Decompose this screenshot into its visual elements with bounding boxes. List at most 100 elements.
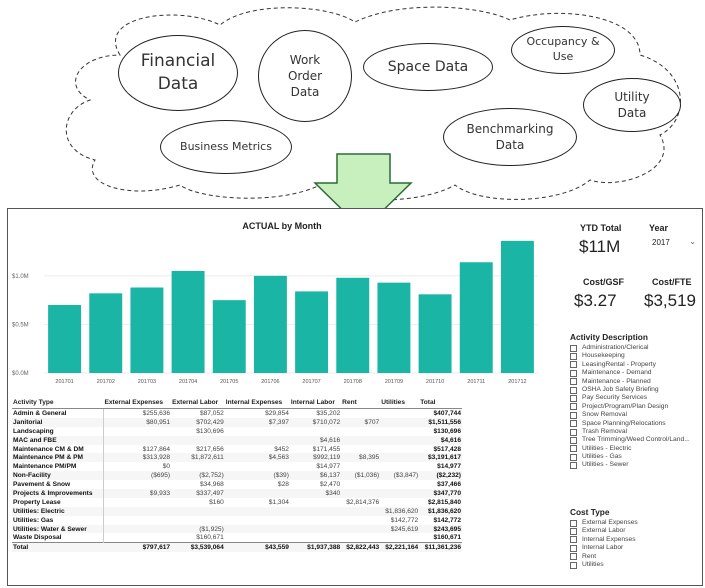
actual-by-month-chart: $0.0M $0.5M $1.0M 201701 201702 201703 201704 2… [12, 240, 538, 385]
table-row[interactable]: MAC and FBE $4,616 $4,616 [12, 435, 462, 445]
table-row[interactable]: Projects & Improvements $9,933 $337,497 $34… [12, 489, 462, 498]
column-header[interactable]: Total [419, 396, 462, 409]
table-cell [290, 427, 341, 436]
table-row[interactable]: Waste Disposal $160,671 $160,671 [12, 533, 462, 543]
table-row[interactable]: Utilities: Water & Sewer ($1,925) $245,619… [12, 524, 462, 534]
table-cell: $160 [209, 498, 224, 506]
bar-201711[interactable] [459, 262, 493, 373]
table-total-row: Total $797,617 $3,539,064 $43,559 $1,937,388… [12, 542, 462, 553]
table-row[interactable]: Janitorial $80,951 $702,429 $7,397 $710,072 $… [12, 417, 462, 427]
bar-201704[interactable] [171, 271, 205, 373]
cost-type-option[interactable]: Rent [570, 553, 638, 561]
table-row[interactable]: Utilities: Gas $142,772 $142,772 [12, 515, 462, 525]
table-cell: $255,636 [142, 409, 171, 417]
cost-type-option[interactable]: External Labor [570, 527, 638, 536]
cost-type-option[interactable]: Internal Labor [570, 544, 638, 552]
activity-option[interactable]: Administration/Clerical [570, 344, 690, 352]
bar-201706[interactable] [253, 275, 287, 373]
total-cell: $797,617 [103, 542, 172, 553]
year-dropdown[interactable]: 2017 ⌄ [648, 236, 700, 250]
column-header[interactable]: Internal Labor [289, 396, 342, 409]
bar-201702[interactable] [89, 293, 123, 373]
checkbox-icon[interactable] [570, 411, 577, 419]
checkbox-icon[interactable] [570, 519, 577, 527]
checkbox-icon[interactable] [570, 386, 577, 394]
table-row[interactable]: Property Lease $160 $1,304 $2,814,376 $2,815… [12, 497, 462, 507]
table-cell [341, 445, 380, 454]
checkbox-icon[interactable] [570, 453, 577, 461]
checkbox-icon[interactable] [570, 436, 577, 444]
table-cell: $160,671 [196, 534, 224, 542]
checkbox-icon[interactable] [570, 428, 577, 436]
table-row[interactable]: Maintenance PM/PM $0 $14,977 $14,977 [12, 462, 462, 472]
bar-201708[interactable] [336, 277, 370, 373]
bar-201703[interactable] [130, 287, 164, 373]
table-row[interactable]: Landscaping $130,696 $130,696 [12, 426, 462, 436]
checkbox-icon[interactable] [570, 420, 577, 428]
bar-201709[interactable] [377, 282, 411, 373]
activity-option[interactable]: Utilities - Electric [570, 445, 690, 453]
activity-option[interactable]: Project/Program/Plan Design [570, 403, 690, 411]
cost-type-option[interactable]: Utilities [570, 561, 638, 569]
checkbox-icon[interactable] [570, 462, 577, 470]
checkbox-icon[interactable] [570, 445, 577, 453]
table-row[interactable]: Pavement & Snow $34,968 $28 $2,470 $37,466 [12, 480, 462, 490]
activity-option[interactable]: Utilities - Gas [570, 453, 690, 461]
column-header[interactable]: Internal Expenses [224, 396, 290, 409]
table-cell [380, 453, 420, 463]
checkbox-icon[interactable] [570, 536, 577, 544]
checkbox-icon[interactable] [570, 395, 577, 403]
activity-option[interactable]: Snow Removal [570, 411, 690, 419]
checkbox-icon[interactable] [570, 378, 577, 386]
checkbox-icon[interactable] [570, 561, 577, 569]
activity-option[interactable]: OSHA Job Safety Briefing [570, 386, 690, 394]
table-cell: $517,428 [433, 445, 461, 453]
checkbox-icon[interactable] [570, 528, 577, 536]
activity-option[interactable]: Space Planning/Relocations [570, 420, 690, 428]
column-header[interactable]: External Expenses [103, 396, 172, 409]
activity-option[interactable]: Maintenance - Demand [570, 369, 690, 377]
column-header[interactable]: Utilities [380, 396, 420, 409]
checkbox-icon[interactable] [570, 544, 577, 552]
activity-option[interactable]: Tree Trimming/Weed Control/Land... [570, 436, 690, 444]
activity-option[interactable]: Pay Security Services [570, 394, 690, 403]
column-header[interactable]: External Labor [171, 396, 225, 409]
bar-201705[interactable] [212, 300, 246, 373]
activity-option-label: Maintenance - Planned [582, 377, 651, 385]
checkbox-icon[interactable] [570, 353, 577, 361]
activity-option[interactable]: Maintenance - Planned [570, 378, 690, 386]
checkbox-icon[interactable] [570, 369, 577, 377]
table-row[interactable]: Utilities: Electric $1,836,620 $1,836,620 [12, 506, 462, 516]
activity-option[interactable]: LeasingRental - Property [570, 361, 690, 369]
table-row[interactable]: Maintenance CM & DM $127,864 $217,656 $452 $… [12, 444, 462, 454]
column-header[interactable]: Rent [341, 396, 381, 409]
bar-201701[interactable] [48, 305, 82, 373]
checkbox-icon[interactable] [570, 344, 577, 352]
table-cell [289, 524, 342, 534]
bubble-business-metrics: Business Metrics [160, 120, 292, 174]
checkbox-icon[interactable] [570, 403, 577, 411]
cost-type-option[interactable]: External Expenses [570, 519, 638, 527]
table-row[interactable]: Non-Facility ($695) ($2,752) ($39) $6,137 ($1… [12, 471, 462, 481]
cost-type-option-label: Internal Labor [582, 544, 624, 552]
bar-201710[interactable] [418, 294, 452, 373]
checkbox-icon[interactable] [570, 553, 577, 561]
table-cell [103, 506, 172, 516]
cost-type-option[interactable]: Internal Expenses [570, 536, 638, 544]
table-cell: ($2,752) [171, 471, 225, 481]
activity-option[interactable]: Housekeeping [570, 352, 690, 361]
table-row[interactable]: Admin & General $255,636 $87,052 $29,854 $35… [12, 408, 462, 418]
bar-201712[interactable] [500, 240, 534, 373]
activity-option[interactable]: Trash Removal [570, 428, 690, 436]
activity-option-label: Utilities - Electric [582, 444, 632, 452]
table-row[interactable]: Maintenance PM & PM $313,928 $1,872,611 $4,… [12, 453, 462, 463]
cost-gsf-label: Cost/GSF [583, 277, 625, 287]
bubble-occupancy-use: Occupancy & Use [511, 26, 615, 74]
year-value: 2017 [652, 238, 670, 247]
x-tick-label: 201710 [426, 379, 444, 385]
bar-201707[interactable] [295, 291, 329, 373]
column-header[interactable]: Activity Type [12, 396, 104, 409]
table-cell: ($2,232) [419, 471, 462, 481]
checkbox-icon[interactable] [570, 361, 577, 369]
activity-option[interactable]: Utilities - Sewer [570, 461, 690, 470]
